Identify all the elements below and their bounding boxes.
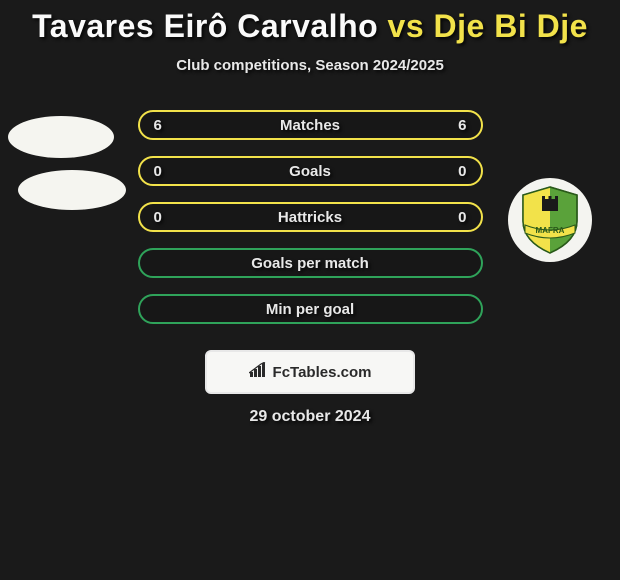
- infographic-container: Tavares Eirô Carvalho vs Dje Bi Dje Club…: [0, 0, 620, 580]
- stat-label: Hattricks: [174, 209, 447, 226]
- stat-label: Min per goal: [174, 301, 447, 318]
- player1-avatar-1: [8, 116, 114, 158]
- stat-right-value: 0: [447, 163, 467, 180]
- stat-pill: 0Hattricks0: [138, 202, 483, 232]
- stat-label: Goals per match: [174, 255, 447, 272]
- brand-text: FcTables.com: [273, 364, 372, 381]
- stat-left-value: 6: [154, 117, 174, 134]
- stat-row: Min per goal: [0, 286, 620, 332]
- svg-text:MAFRA: MAFRA: [536, 226, 565, 235]
- stat-left-value: 0: [154, 163, 174, 180]
- stat-right-value: 6: [447, 117, 467, 134]
- stat-pill: Min per goal: [138, 294, 483, 324]
- stat-pill: 0Goals0: [138, 156, 483, 186]
- title-player1: Tavares Eirô Carvalho: [32, 8, 378, 44]
- stat-pill: 6Matches6: [138, 110, 483, 140]
- stat-label: Matches: [174, 117, 447, 134]
- page-title: Tavares Eirô Carvalho vs Dje Bi Dje: [32, 8, 588, 45]
- stat-left-value: 0: [154, 209, 174, 226]
- stat-pill: Goals per match: [138, 248, 483, 278]
- brand-box: FcTables.com: [205, 350, 415, 394]
- bar-chart-icon: [249, 362, 269, 383]
- title-vs: vs: [388, 8, 425, 44]
- player1-avatar-2: [18, 170, 126, 210]
- title-player2: Dje Bi Dje: [434, 8, 588, 44]
- subtitle: Club competitions, Season 2024/2025: [176, 57, 444, 74]
- shield-icon: MAFRA: [519, 185, 581, 255]
- player2-club-badge: MAFRA: [508, 178, 592, 262]
- stat-right-value: 0: [447, 209, 467, 226]
- stat-label: Goals: [174, 163, 447, 180]
- footer-date: 29 october 2024: [250, 408, 371, 426]
